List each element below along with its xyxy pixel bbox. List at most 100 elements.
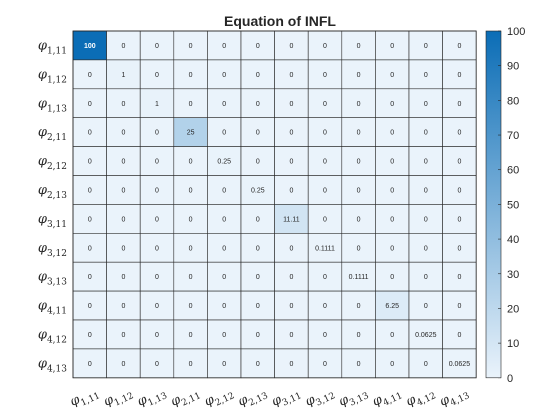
x-axis-labels: φ1,11 φ1,12 φ1,13 φ2,11 φ2,12 φ2,13 φ3,11 φ3,12… bbox=[68, 384, 472, 413]
colorbar: 0 10 20 30 40 50 60 70 80 90 100 bbox=[485, 26, 525, 385]
cell-value-label: 0 bbox=[88, 101, 92, 108]
y-tick-label: φ1,13 bbox=[38, 96, 67, 114]
cell-value-label: 0 bbox=[289, 274, 293, 281]
cell-value-label: 0 bbox=[256, 101, 260, 108]
cell-value-label: 0 bbox=[457, 187, 461, 194]
y-tick-label: φ1,11 bbox=[38, 38, 67, 56]
cell-value-label: 0 bbox=[155, 130, 159, 137]
cell-value-label: 0 bbox=[222, 332, 226, 339]
cell-value-label: 0 bbox=[155, 216, 159, 223]
heatmap-cell bbox=[139, 117, 175, 147]
heatmap-cell bbox=[307, 175, 343, 205]
heatmap-cell bbox=[207, 146, 242, 176]
colorbar-tick-label: 70 bbox=[507, 130, 519, 142]
cell-value-label: 0 bbox=[390, 245, 394, 252]
cell-value-label: 0 bbox=[457, 72, 461, 79]
cell-value-label: 0 bbox=[390, 332, 394, 339]
y-tick-label: φ4,13 bbox=[38, 356, 67, 374]
heatmap-cell bbox=[240, 348, 275, 379]
heatmap-cell bbox=[408, 146, 443, 176]
cell-value-label: 0 bbox=[222, 245, 226, 252]
x-tick-label: φ4,13 bbox=[437, 384, 471, 413]
cell-value-label: 0 bbox=[323, 332, 327, 339]
cell-value-label: 0 bbox=[155, 361, 159, 368]
heatmap-cell bbox=[274, 175, 309, 205]
x-tick-label: φ2,12 bbox=[202, 384, 236, 413]
heatmap-cell bbox=[139, 348, 175, 379]
heatmap-cell bbox=[274, 348, 309, 379]
heatmap-cell bbox=[72, 233, 107, 263]
heatmap-cell bbox=[173, 204, 208, 234]
cell-value-label: 0 bbox=[424, 43, 428, 50]
cell-value-label: 0 bbox=[88, 216, 92, 223]
heatmap-cell bbox=[139, 233, 175, 263]
y-tick-label: φ3,12 bbox=[38, 241, 67, 259]
cell-value-label: 0 bbox=[121, 187, 125, 194]
cell-value-label: 0 bbox=[357, 43, 361, 50]
heatmap-cell bbox=[240, 59, 275, 90]
x-tick-label: φ3,12 bbox=[303, 384, 337, 413]
heatmap-cell bbox=[408, 117, 443, 147]
cell-value-label: 0 bbox=[357, 101, 361, 108]
heatmap-cell bbox=[307, 261, 343, 292]
cell-value-label: 0 bbox=[289, 130, 293, 137]
x-tick-label: φ1,12 bbox=[101, 384, 135, 413]
heatmap-cell bbox=[207, 88, 242, 119]
cell-value-label: 0 bbox=[88, 361, 92, 368]
cell-value-label: 0 bbox=[88, 274, 92, 281]
heatmap-cell bbox=[139, 146, 175, 176]
cell-value-label: 0 bbox=[88, 159, 92, 166]
heatmap-cell bbox=[173, 117, 208, 147]
cell-value-label: 0 bbox=[189, 43, 193, 50]
x-tick-label: φ2,13 bbox=[236, 384, 270, 413]
heatmap-cell bbox=[408, 319, 443, 350]
y-tick-label: φ1,12 bbox=[38, 67, 67, 85]
cell-value-label: 0 bbox=[323, 187, 327, 194]
colorbar-tick-label: 100 bbox=[507, 26, 525, 38]
heatmap-cell bbox=[274, 319, 309, 350]
cell-value-label: 0 bbox=[390, 130, 394, 137]
heatmap-cell bbox=[442, 30, 477, 61]
cell-value-label: 0 bbox=[256, 274, 260, 281]
cell-value-label: 0 bbox=[222, 130, 226, 137]
cell-value-label: 0 bbox=[323, 216, 327, 223]
y-tick-label: φ4,12 bbox=[38, 327, 67, 345]
heatmap-cell bbox=[72, 175, 107, 205]
cell-value-label: 0 bbox=[121, 245, 125, 252]
heatmap-cell bbox=[240, 30, 275, 61]
cell-value-label: 0 bbox=[256, 303, 260, 310]
heatmap-cell bbox=[106, 261, 141, 292]
heatmap-cell bbox=[274, 59, 309, 90]
colorbar-tick-label: 60 bbox=[507, 165, 519, 177]
heatmap-cell bbox=[408, 204, 443, 234]
heatmap-cell bbox=[442, 290, 477, 321]
cell-value-label: 0 bbox=[289, 101, 293, 108]
y-tick-label: φ3,13 bbox=[38, 270, 67, 288]
heatmap-cell bbox=[307, 59, 343, 90]
heatmap-cell bbox=[106, 59, 141, 90]
cell-value-label: 0 bbox=[357, 216, 361, 223]
cell-value-label: 0 bbox=[256, 216, 260, 223]
cell-value-label: 0 bbox=[424, 245, 428, 252]
heatmap-cell bbox=[139, 319, 175, 350]
cell-value-label: 0 bbox=[390, 274, 394, 281]
heatmap-cell bbox=[408, 261, 443, 292]
cell-value-label: 0 bbox=[289, 72, 293, 79]
heatmap-cell bbox=[240, 146, 275, 176]
heatmap-cell bbox=[240, 319, 275, 350]
cell-value-label: 0 bbox=[424, 216, 428, 223]
cell-value-label: 0 bbox=[323, 130, 327, 137]
cell-value-label: 0 bbox=[155, 303, 159, 310]
colorbar-tick-label: 0 bbox=[507, 373, 513, 385]
cell-value-label: 0 bbox=[189, 72, 193, 79]
cell-value-label: 0 bbox=[289, 187, 293, 194]
cell-value-label: 0 bbox=[88, 130, 92, 137]
cell-value-label: 0 bbox=[155, 43, 159, 50]
cell-value-label: 0 bbox=[424, 72, 428, 79]
heatmap-cell bbox=[442, 233, 477, 263]
heatmap-cell bbox=[375, 30, 410, 61]
cell-value-label: 0 bbox=[289, 159, 293, 166]
cell-value-label: 0 bbox=[222, 187, 226, 194]
heatmap-cell bbox=[408, 233, 443, 263]
